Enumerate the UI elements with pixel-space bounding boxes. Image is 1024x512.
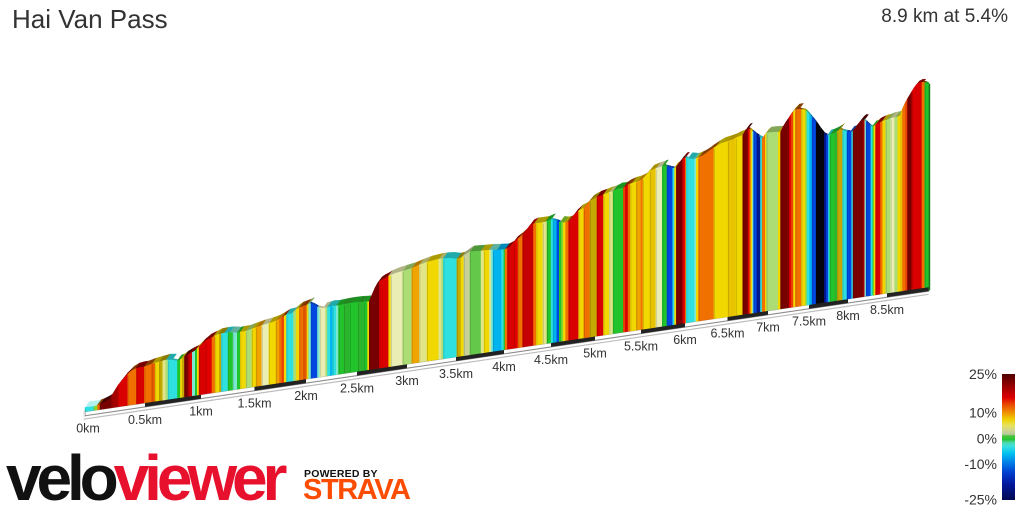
svg-text:1.5km: 1.5km [237, 397, 271, 411]
svg-text:-10%: -10% [964, 456, 997, 472]
svg-text:3.5km: 3.5km [439, 367, 473, 381]
svg-text:25%: 25% [969, 366, 997, 382]
svg-text:8.5km: 8.5km [870, 303, 904, 317]
svg-text:0.5km: 0.5km [128, 413, 162, 427]
svg-text:2km: 2km [294, 389, 318, 403]
svg-text:4.5km: 4.5km [534, 353, 568, 367]
svg-text:6.5km: 6.5km [710, 327, 744, 341]
svg-text:0km: 0km [76, 421, 100, 435]
svg-text:7km: 7km [756, 321, 780, 335]
svg-text:-25%: -25% [964, 492, 997, 508]
svg-text:3km: 3km [395, 374, 419, 388]
svg-text:10%: 10% [969, 405, 997, 421]
svg-text:0%: 0% [977, 431, 997, 447]
svg-text:5.5km: 5.5km [624, 340, 658, 354]
svg-text:8km: 8km [836, 309, 860, 323]
svg-text:7.5km: 7.5km [792, 315, 826, 329]
svg-text:6km: 6km [673, 333, 697, 347]
svg-text:1km: 1km [189, 405, 213, 419]
svg-text:2.5km: 2.5km [340, 382, 374, 396]
svg-text:4km: 4km [492, 360, 516, 374]
svg-text:5km: 5km [583, 346, 607, 360]
